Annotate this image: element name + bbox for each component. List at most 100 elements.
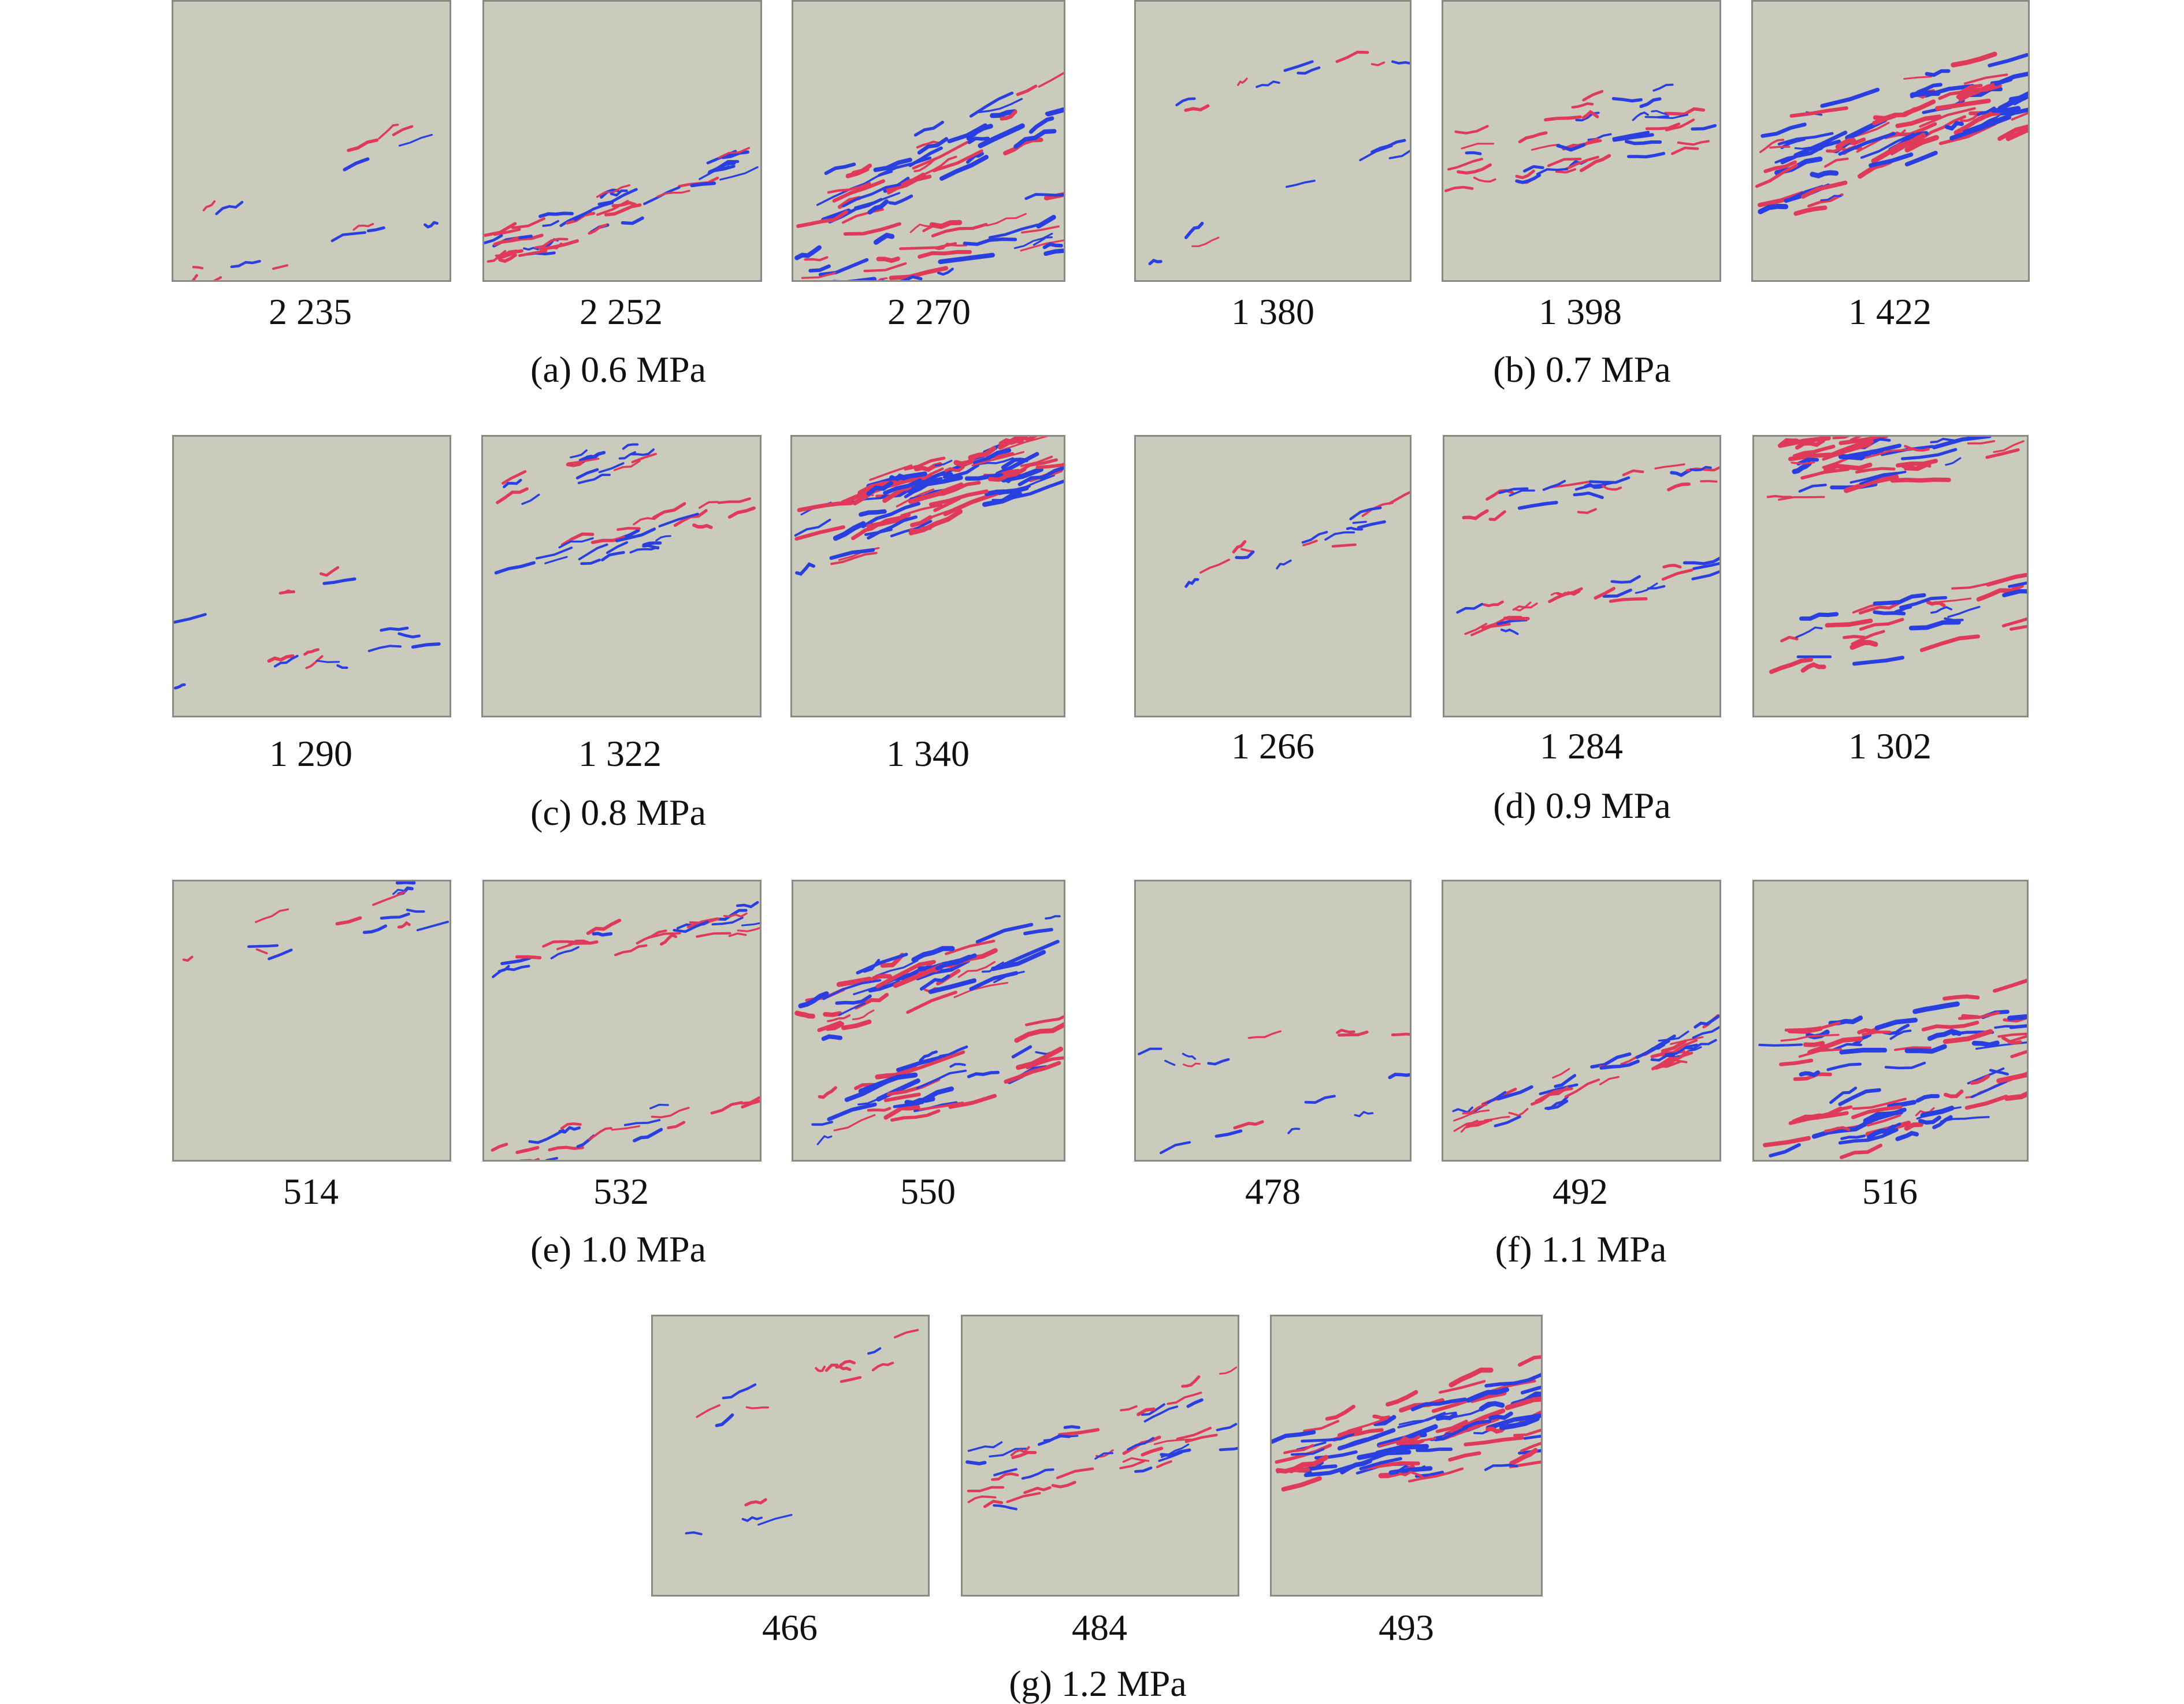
crack-segment <box>502 958 530 964</box>
crack-segment <box>337 918 360 924</box>
crack-segment <box>908 992 956 1013</box>
crack-segment <box>697 933 730 937</box>
crack-segment <box>1235 1122 1262 1128</box>
crack-segment <box>1760 206 1786 211</box>
crack-segment <box>889 175 923 190</box>
crack-segment <box>1828 1064 1860 1070</box>
crack-segment <box>492 1144 506 1150</box>
crack-segment <box>1313 1466 1335 1468</box>
crack-segment <box>1795 148 1810 149</box>
crack-segment <box>1128 1438 1153 1450</box>
crack-segment <box>195 277 221 280</box>
crack-segment <box>496 563 534 572</box>
crack-segment <box>1994 976 2027 991</box>
crack-segment <box>1004 942 1058 965</box>
crack-segment <box>1999 1034 2027 1037</box>
crack-pattern <box>653 1316 928 1595</box>
crack-segment <box>1186 106 1208 110</box>
crack-segment <box>1451 1370 1491 1385</box>
crack-segment <box>373 892 404 905</box>
step-label-e-1: 514 <box>172 1171 450 1212</box>
step-label-g-1: 466 <box>651 1608 928 1648</box>
crack-segment <box>1573 103 1592 107</box>
crack-segment <box>1520 133 1546 142</box>
crack-segment <box>517 1148 537 1152</box>
crack-segment <box>1896 607 1910 612</box>
crack-segment <box>1665 109 1703 114</box>
crack-segment <box>1142 1448 1161 1454</box>
crack-segment <box>1655 464 1684 468</box>
crack-segment <box>407 910 424 911</box>
caption-b: (b) 0.7 MPa <box>1351 349 1813 390</box>
crack-segment <box>816 1367 824 1371</box>
crack-panel-a-1 <box>172 0 451 282</box>
crack-segment <box>652 1108 688 1117</box>
crack-segment <box>1017 1025 1064 1040</box>
crack-segment <box>730 508 754 517</box>
crack-segment <box>305 650 318 654</box>
crack-segment <box>1298 68 1319 73</box>
crack-segment <box>1664 565 1680 567</box>
crack-pattern <box>483 437 760 716</box>
crack-segment <box>1016 131 1054 147</box>
crack-segment <box>589 225 606 233</box>
crack-segment <box>1013 1453 1035 1458</box>
crack-segment <box>545 557 567 563</box>
crack-segment <box>656 536 670 541</box>
crack-segment <box>719 498 750 503</box>
crack-segment <box>398 882 414 883</box>
crack-segment <box>2010 1010 2027 1018</box>
crack-segment <box>1802 614 1837 619</box>
crack-segment <box>256 909 288 922</box>
crack-panel-g-3 <box>1270 1315 1543 1597</box>
crack-segment <box>589 1128 611 1139</box>
crack-segment <box>1457 604 1482 612</box>
crack-segment <box>1833 437 1855 438</box>
crack-segment <box>1355 1112 1372 1116</box>
crack-segment <box>1490 512 1505 520</box>
crack-segment <box>413 644 439 647</box>
crack-segment <box>1186 579 1198 586</box>
crack-segment <box>1588 134 1610 140</box>
crack-segment <box>522 494 539 504</box>
crack-segment <box>1841 1145 1881 1158</box>
crack-segment <box>1217 1424 1236 1430</box>
crack-segment <box>1822 90 1878 106</box>
crack-segment <box>1462 144 1493 148</box>
crack-segment <box>742 922 760 925</box>
crack-segment <box>1514 1427 1541 1435</box>
crack-segment <box>1948 607 1979 617</box>
crack-segment <box>1327 1407 1354 1419</box>
crack-pattern <box>792 437 1064 716</box>
crack-segment <box>746 1407 768 1408</box>
crack-segment <box>321 568 338 576</box>
crack-segment <box>306 656 322 668</box>
crack-segment <box>853 166 870 173</box>
crack-segment <box>1886 1063 1925 1068</box>
crack-segment <box>716 1415 732 1426</box>
step-label-f-2: 492 <box>1442 1171 1719 1212</box>
crack-segment <box>1911 622 1959 628</box>
crack-segment <box>837 1367 850 1370</box>
crack-segment <box>1249 1031 1280 1038</box>
crack-panel-b-3 <box>1751 0 2030 282</box>
crack-segment <box>694 525 711 527</box>
crack-segment <box>1521 1439 1541 1451</box>
crack-segment <box>1854 658 1903 664</box>
crack-segment <box>967 1462 985 1464</box>
crack-segment <box>1831 1018 1860 1023</box>
crack-segment <box>1903 449 1956 459</box>
step-label-c-2: 1 322 <box>481 734 759 774</box>
crack-segment <box>1968 441 1994 444</box>
crack-segment <box>1923 1022 1977 1029</box>
step-label-g-2: 484 <box>961 1608 1238 1648</box>
crack-segment <box>497 489 527 503</box>
crack-segment <box>2007 1084 2027 1099</box>
crack-segment <box>399 634 419 637</box>
crack-segment <box>1048 94 1064 114</box>
crack-segment <box>968 1487 1003 1491</box>
crack-segment <box>1216 1131 1240 1136</box>
crack-segment <box>1453 1107 1472 1112</box>
crack-segment <box>425 222 437 227</box>
crack-segment <box>1372 62 1384 65</box>
